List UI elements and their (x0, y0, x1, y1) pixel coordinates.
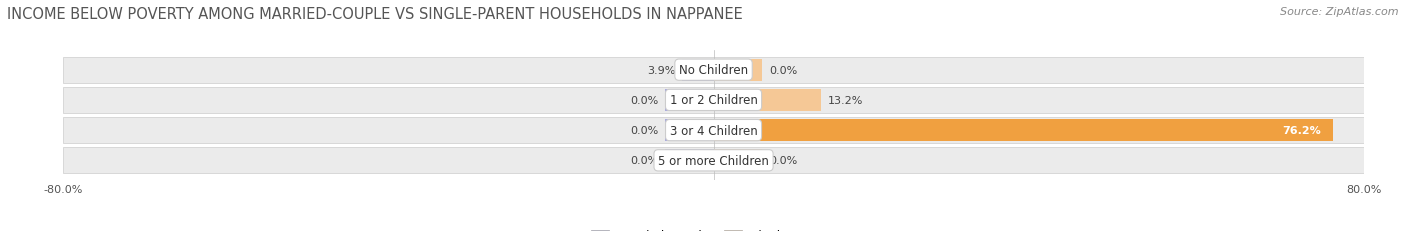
Bar (665, 90, 713, 111)
Text: 1 or 2 Children: 1 or 2 Children (669, 94, 758, 107)
Bar (713, 120, 1333, 141)
Text: 0.0%: 0.0% (769, 156, 797, 166)
Bar (682, 60, 713, 81)
Text: 76.2%: 76.2% (1282, 126, 1320, 136)
Text: 3.9%: 3.9% (647, 65, 675, 75)
Text: 0.0%: 0.0% (630, 156, 658, 166)
Text: 0.0%: 0.0% (630, 126, 658, 136)
Text: 0.0%: 0.0% (769, 65, 797, 75)
Text: 0.0%: 0.0% (630, 95, 658, 105)
Bar (713, 150, 762, 171)
Bar (665, 120, 713, 141)
Bar (63, 58, 1364, 83)
Text: INCOME BELOW POVERTY AMONG MARRIED-COUPLE VS SINGLE-PARENT HOUSEHOLDS IN NAPPANE: INCOME BELOW POVERTY AMONG MARRIED-COUPL… (7, 7, 742, 22)
Bar (665, 150, 713, 171)
Bar (63, 148, 1364, 173)
Bar (63, 88, 1364, 113)
Text: 3 or 4 Children: 3 or 4 Children (669, 124, 758, 137)
Bar (713, 60, 762, 81)
Text: 13.2%: 13.2% (827, 95, 863, 105)
Text: Source: ZipAtlas.com: Source: ZipAtlas.com (1281, 7, 1399, 17)
Legend: Married Couples, Single Parents: Married Couples, Single Parents (592, 229, 835, 231)
Text: No Children: No Children (679, 64, 748, 77)
Text: 5 or more Children: 5 or more Children (658, 154, 769, 167)
Bar (713, 90, 821, 111)
Bar (63, 118, 1364, 143)
